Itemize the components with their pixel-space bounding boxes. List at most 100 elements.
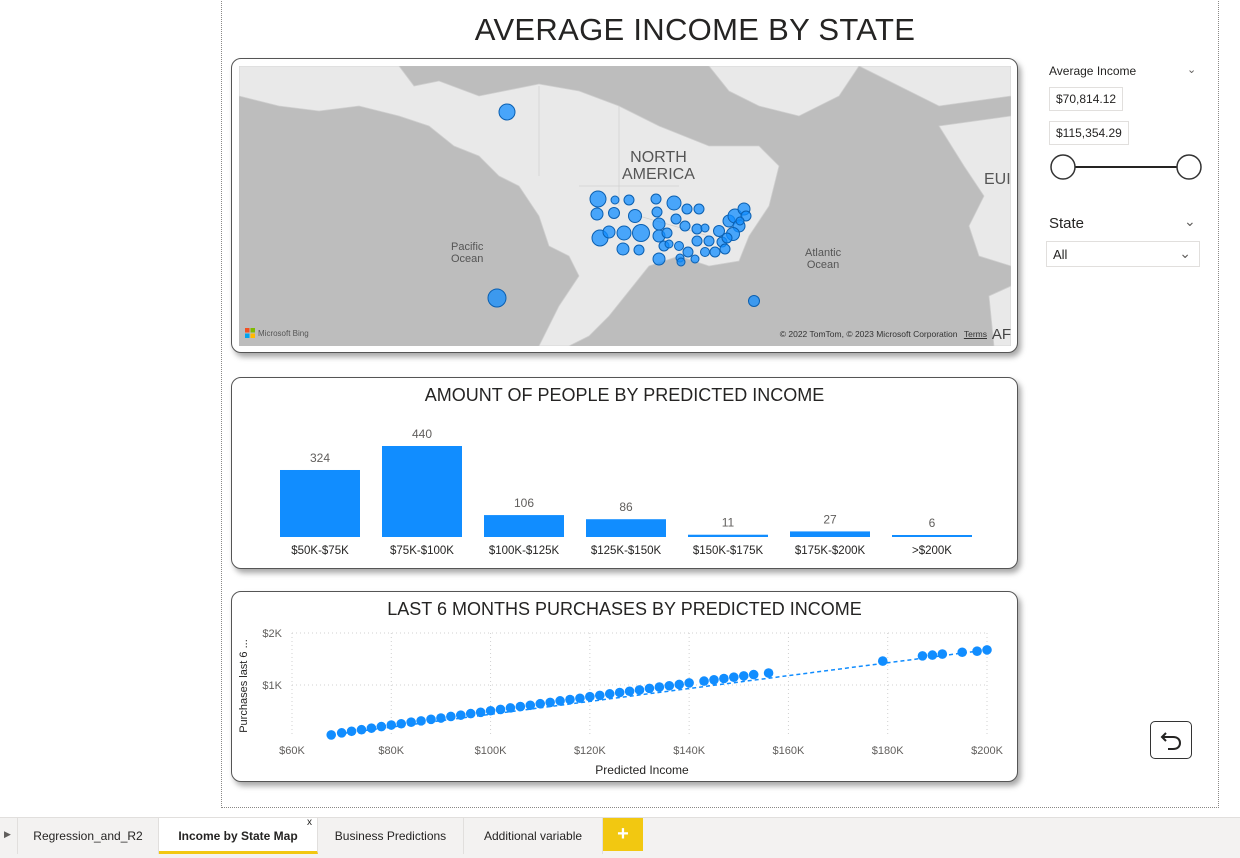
scatter-point (416, 716, 426, 726)
scatter-point (426, 714, 436, 725)
bar (790, 531, 870, 537)
tab-business-predictions[interactable]: Business Predictions (318, 818, 464, 854)
income-max-field[interactable]: $115,354.29 (1049, 121, 1129, 145)
bar-data-label: 106 (514, 496, 534, 510)
bar-category-label: $175K-$200K (795, 545, 866, 557)
scatter-point (485, 705, 496, 716)
bing-label: Microsoft Bing (258, 328, 309, 338)
bar-category-label: $125K-$150K (591, 545, 662, 557)
x-tick-label: $80K (378, 745, 404, 757)
tab-income-by-state-map[interactable]: Income by State Map x (159, 817, 318, 854)
scatter-point (396, 718, 407, 729)
terms-link[interactable]: Terms (963, 329, 987, 339)
bar (892, 535, 972, 537)
scatter-point (535, 698, 546, 709)
scatter-point (982, 645, 992, 655)
chevron-down-icon: ⌄ (1179, 245, 1191, 261)
scatter-point (738, 671, 749, 681)
scatter-point (356, 724, 367, 735)
state-dropdown[interactable]: All ⌄ (1046, 241, 1200, 267)
scatter-point (336, 728, 347, 738)
scatter-point (644, 683, 655, 694)
bar-chart-svg: 324 $50K-$75K 440 $75K-$100K 106 $100K-$125K 8… (280, 427, 972, 557)
scatter-point (585, 691, 595, 702)
scatter-point (446, 711, 456, 722)
scatter-point (366, 723, 377, 733)
x-tick-label: $120K (574, 745, 606, 757)
scatter-chart-title: LAST 6 MONTHS PURCHASES BY PREDICTED INC… (387, 599, 862, 619)
scatter-point (545, 697, 555, 708)
tab-regression-and-r2[interactable]: Regression_and_R2 (18, 818, 159, 854)
scatter-point (674, 679, 685, 690)
scatter-chart-svg: $60K $80K $100K $120K $140K $160K $180K $200K $1… (262, 628, 1003, 757)
bar-category-label: >$200K (912, 545, 952, 557)
scatter-point (575, 693, 585, 704)
copyright-text: © 2022 TomTom, © 2023 Microsoft Corporat… (779, 329, 958, 339)
page-title: AVERAGE INCOME BY STATE (474, 12, 916, 47)
scatter-chart-visual[interactable]: LAST 6 MONTHS PURCHASES BY PREDICTED INC… (231, 591, 1018, 782)
state-dropdown-value: All (1053, 247, 1068, 262)
bar-category-label: $150K-$175K (693, 545, 764, 557)
income-slicer-chevron-icon[interactable]: ⌄ (1187, 64, 1197, 76)
bar-data-label: 324 (310, 451, 330, 465)
page-tab-bar: ▶ Regression_and_R2 Income by State Map … (0, 817, 1240, 858)
bar (280, 469, 360, 537)
bubble-map[interactable]: NORTH AMERICA Pacific Ocean Atlantic Oce… (239, 66, 1011, 346)
land-europe (938, 115, 1011, 267)
bar-category-label: $75K-$100K (390, 545, 454, 557)
close-tab-icon[interactable]: x (307, 817, 312, 828)
scatter-point (664, 680, 675, 691)
slider-min-handle[interactable] (1050, 154, 1076, 180)
bar (586, 519, 666, 537)
scatter-point (729, 672, 739, 682)
scatter-point (346, 726, 357, 737)
reset-button[interactable] (1150, 721, 1192, 759)
scatter-point (719, 673, 729, 684)
scatter-point (624, 686, 635, 697)
slider-max-handle[interactable] (1176, 154, 1202, 180)
land-africa (988, 285, 1011, 346)
scatter-point (917, 651, 928, 661)
bar-chart-title: AMOUNT OF PEOPLE BY PREDICTED INCOME (424, 385, 825, 405)
scatter-point (877, 656, 888, 666)
land-arctic (858, 66, 1011, 107)
bar (382, 446, 462, 537)
microsoft-logo-icon (245, 328, 255, 338)
bar-chart-visual[interactable]: AMOUNT OF PEOPLE BY PREDICTED INCOME 324… (231, 377, 1018, 569)
income-min-field[interactable]: $70,814.12 (1049, 87, 1124, 111)
scatter-point (709, 675, 719, 685)
label-africa: AF (991, 326, 1011, 343)
bar-data-label: 86 (619, 500, 633, 514)
scatter-point (972, 646, 982, 656)
land-greenland (708, 66, 860, 117)
bing-logo: Microsoft Bing (245, 328, 309, 338)
x-tick-label: $160K (773, 745, 805, 757)
scatter-point (475, 707, 486, 718)
scatter-point (604, 689, 615, 699)
x-tick-label: $180K (872, 745, 904, 757)
land-north-america (239, 66, 780, 346)
scatter-point (376, 721, 387, 732)
scatter-point (748, 669, 759, 680)
tab-scroll-icon[interactable]: ▶ (4, 829, 11, 839)
scatter-point (594, 690, 605, 701)
add-page-button[interactable]: + (603, 818, 643, 851)
bar-data-label: 11 (722, 516, 735, 530)
income-slicer-title: Average Income (1049, 64, 1137, 78)
trend-line (331, 649, 988, 736)
map-visual[interactable]: NORTH AMERICA Pacific Ocean Atlantic Oce… (231, 58, 1018, 353)
undo-icon (1160, 732, 1182, 750)
map-bubbles (487, 103, 760, 308)
scatter-point (927, 650, 938, 660)
scatter-point (525, 700, 536, 711)
scatter-point (326, 730, 337, 740)
scatter-y-label: Purchases last 6 ... (238, 639, 250, 733)
scatter-point (634, 685, 645, 695)
scatter-point (937, 649, 948, 659)
state-slicer-title: State (1049, 215, 1085, 232)
x-tick-label: $200K (971, 745, 1003, 757)
tab-additional-variable[interactable]: Additional variable (464, 818, 603, 854)
scatter-point (436, 713, 446, 723)
state-slicer-chevron-icon[interactable]: ⌄ (1184, 213, 1196, 229)
income-range-slider[interactable] (1048, 152, 1206, 182)
